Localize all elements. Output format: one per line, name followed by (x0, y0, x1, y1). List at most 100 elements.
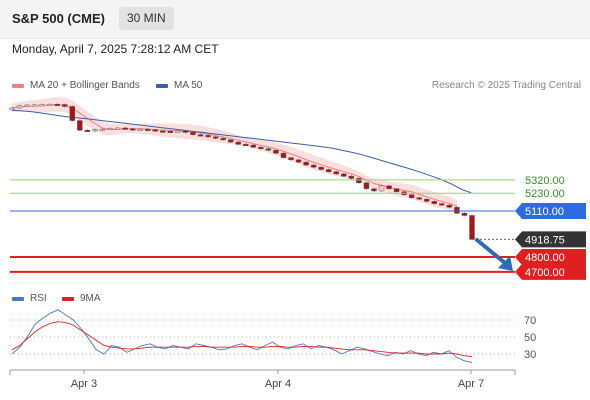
level-tag-4700.00 (515, 263, 586, 280)
candle-body (39, 104, 45, 107)
level-label-4918.75: 4918.75 (525, 234, 565, 246)
candle-body (250, 144, 257, 148)
candle-body (175, 130, 181, 133)
candle-body (461, 213, 468, 216)
candle-body (62, 104, 68, 107)
candle-body (99, 128, 106, 131)
candle-body (341, 173, 347, 177)
candle-body (348, 175, 355, 179)
candle-body (69, 106, 76, 121)
candle-body (295, 159, 302, 163)
candle-body (318, 167, 324, 170)
top-bar: S&P 500 (CME) 30 MIN (0, 0, 590, 39)
rsi-tick-30: 30 (524, 349, 536, 361)
x-tick-Apr-4: Apr 4 (265, 378, 291, 390)
candle-body (167, 131, 174, 133)
level-label-5320.00: 5320.00 (525, 175, 565, 187)
candle-body (145, 128, 151, 131)
legend-ma20: MA 20 + Bollinger Bands (12, 80, 140, 91)
candle-body (205, 135, 211, 138)
candle-body (84, 129, 91, 132)
rsi-line (11, 309, 473, 363)
candle-body (227, 139, 234, 143)
candle-body (258, 147, 264, 149)
candle-body (31, 104, 38, 107)
candle-body (235, 141, 241, 145)
candle-body (129, 128, 136, 131)
rsi-tick-70: 70 (524, 315, 536, 327)
ma20-swatch (12, 83, 24, 88)
candle-body (408, 194, 415, 198)
ma50-swatch (156, 83, 168, 88)
candle-body (393, 188, 400, 192)
level-label-4800.00: 4800.00 (525, 252, 565, 264)
candle-body (137, 128, 143, 131)
bollinger-band (12, 97, 457, 213)
candle-body (386, 185, 392, 189)
legend-ma50: MA 50 (156, 80, 202, 91)
candle-body (439, 203, 445, 206)
candle-body (16, 105, 23, 109)
legend-9ma: 9MA (62, 293, 101, 304)
candle-body (114, 127, 121, 130)
rsi-tick-50: 50 (524, 332, 536, 344)
candle-body (431, 201, 437, 204)
candle-body (197, 134, 204, 137)
candle-body (280, 152, 287, 158)
legend-ma20-label: MA 20 + Bollinger Bands (30, 80, 140, 91)
candle-body (363, 182, 370, 189)
candle-body (446, 204, 453, 208)
candle-body (122, 127, 128, 130)
rsi-swatch (12, 296, 24, 301)
projection-arrowhead (498, 256, 513, 271)
candle-body (424, 198, 430, 202)
credit-text: Research © 2025 Trading Central (431, 80, 581, 91)
candle-body (416, 197, 422, 200)
level-label-5230.00: 5230.00 (525, 188, 565, 200)
legend-9ma-label: 9MA (80, 293, 101, 304)
candle-body (24, 104, 30, 107)
candles (9, 103, 475, 241)
candle-body (243, 144, 249, 146)
candle-body (265, 148, 272, 151)
candle-body (273, 150, 279, 154)
projection-arrow-shaft (475, 238, 507, 265)
candle-body (212, 136, 219, 139)
rsi-ma-line (11, 321, 473, 358)
ma50-line (11, 109, 473, 194)
level-tag-4800.00 (515, 249, 586, 265)
x-tick-Apr-3: Apr 3 (71, 378, 97, 390)
candle-body (356, 178, 362, 184)
level-label-5110.00: 5110.00 (525, 206, 564, 218)
candle-body (182, 130, 189, 133)
instrument-title: S&P 500 (CME) (12, 11, 105, 26)
candle-body (310, 164, 317, 168)
x-tick-Apr-7: Apr 7 (458, 378, 484, 390)
candle-body (469, 215, 475, 240)
candle-body (333, 171, 339, 175)
candle-body (371, 188, 377, 192)
candle-body (303, 161, 309, 166)
candle-body (378, 185, 385, 192)
legend-rsi-label: RSI (30, 293, 47, 304)
timeframe-button[interactable]: 30 MIN (119, 7, 174, 30)
candle-body (9, 107, 15, 110)
candle-body (326, 169, 332, 172)
candle-body (288, 157, 294, 161)
level-label-4700.00: 4700.00 (525, 267, 565, 279)
candle-body (77, 120, 83, 131)
timestamp: Monday, April 7, 2025 7:28:12 AM CET (12, 42, 219, 56)
candle-body (160, 130, 166, 133)
legend-rsi: RSI (12, 293, 47, 304)
level-tag-5110.00 (515, 203, 586, 220)
candle-body (152, 129, 158, 132)
candle-body (54, 104, 60, 106)
level-tag-4918.75 (515, 231, 586, 248)
candle-body (107, 128, 113, 130)
candle-body (454, 207, 460, 214)
legend-ma50-label: MA 50 (174, 80, 203, 91)
candle-body (220, 138, 226, 141)
candle-body (47, 104, 53, 106)
candle-body (190, 132, 196, 135)
